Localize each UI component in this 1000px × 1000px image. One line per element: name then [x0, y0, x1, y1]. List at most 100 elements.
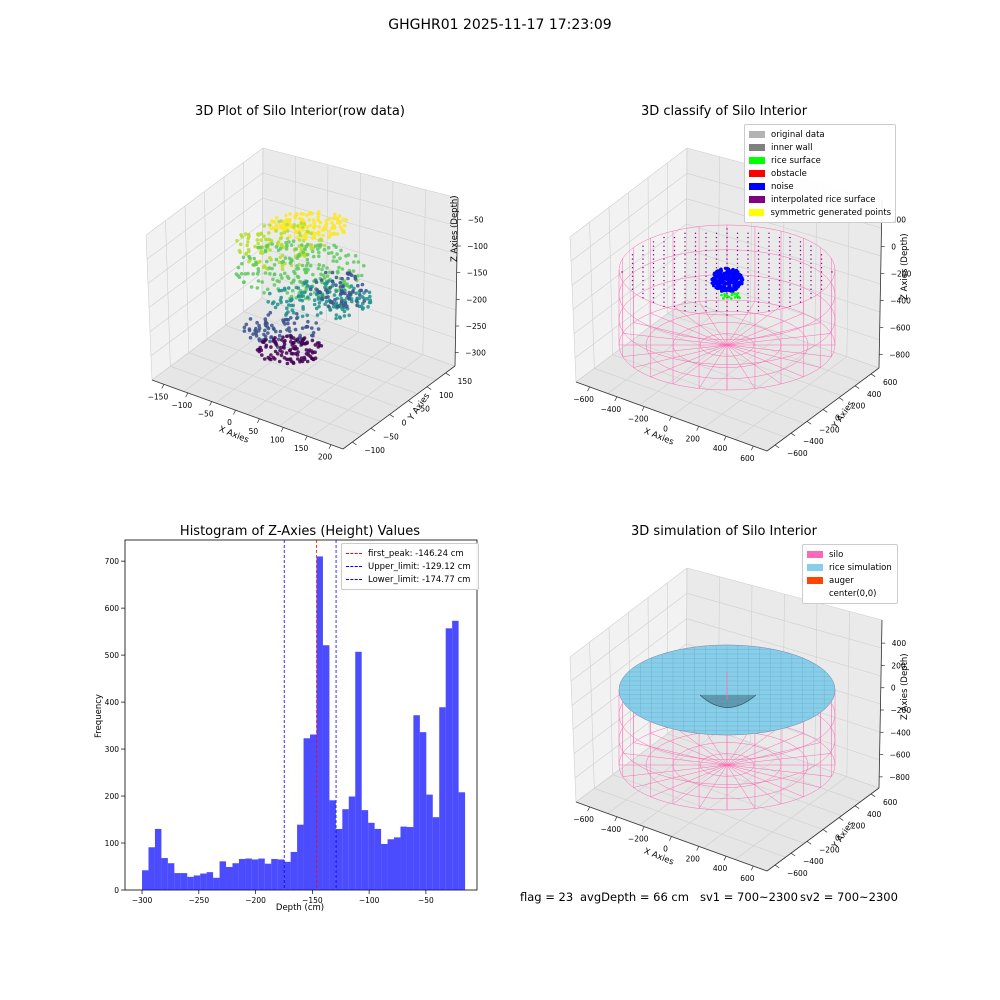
raw-scatter-point [251, 272, 255, 276]
raw-scatter-point [270, 242, 275, 246]
classify-surface-point [768, 249, 770, 252]
raw-scatter-point [269, 353, 273, 357]
legend-item-upper-limit: Upper_limit: -129.12 cm [346, 560, 474, 573]
classify-surface-point [705, 279, 707, 282]
raw-scatter-point [313, 244, 318, 248]
raw-scatter-point [316, 211, 321, 216]
raw-scatter-point [262, 291, 266, 295]
raw-scatter-point [242, 325, 247, 330]
raw-scatter-point [352, 260, 356, 264]
histogram-bar [284, 861, 291, 890]
classify-surface-point [768, 245, 770, 247]
histogram-bar [161, 858, 168, 890]
classify-surface-point [652, 254, 655, 256]
raw-scatter-point [357, 296, 362, 301]
legend-item-inner-wall: inner wall [749, 141, 891, 154]
raw-scatter-point [302, 222, 307, 226]
histogram-x-tick-label: −50 [418, 896, 434, 905]
histogram-x-axis-label: Depth (cm) [275, 903, 325, 913]
classify-surface-point [694, 288, 697, 290]
raw-scatter-point [359, 288, 364, 293]
raw-scatter-point [322, 243, 327, 248]
raw-scatter-point [311, 272, 315, 277]
raw-scatter-point [296, 254, 301, 258]
raw-scatter-point [293, 351, 298, 356]
raw-scatter-point [266, 300, 271, 304]
raw-scatter-point [308, 210, 312, 215]
raw-y-tick-label: −50 [383, 432, 399, 441]
raw-scatter-point [248, 335, 253, 340]
sim-y-tick-mark [854, 805, 860, 809]
classify-rice-point [733, 292, 736, 295]
raw-scatter-point [269, 226, 273, 230]
histogram-y-tick-label: 500 [105, 651, 120, 660]
histogram-bar [219, 861, 227, 890]
classify-surface-point [652, 284, 655, 286]
raw-scatter-point [317, 232, 321, 237]
raw-gridline [146, 172, 264, 260]
legend-label: interpolated rice surface [771, 194, 876, 205]
classify-surface-point [747, 288, 749, 290]
classify-noise-point [727, 273, 731, 277]
raw-scatter-point [346, 276, 350, 281]
classify-surface-point [736, 305, 739, 308]
sim-z-tick-label: −600 [890, 751, 911, 760]
raw-scatter-point [273, 305, 278, 310]
histogram-bar [213, 877, 220, 890]
classify-surface-point [663, 241, 665, 243]
raw-scatter-point [255, 286, 260, 290]
raw-x-tick-mark [161, 384, 165, 389]
raw-scatter-point [353, 254, 358, 258]
histogram-bar [394, 837, 401, 890]
classify-surface-point [694, 297, 697, 299]
legend-item-interpolated-rice-surface: interpolated rice surface [749, 193, 891, 206]
raw-scatter-point [242, 329, 247, 333]
raw-scatter-point [294, 212, 299, 216]
classify-noise-point [722, 288, 727, 292]
raw-scatter-point [288, 299, 293, 303]
classify-surface-point [789, 241, 791, 243]
histogram-bar [232, 863, 239, 890]
raw-scatter-point [362, 296, 367, 301]
classify-surface-point [642, 267, 644, 269]
histogram-bar [368, 822, 375, 890]
raw-scatter-point [286, 310, 290, 314]
classify-surface-point [673, 258, 676, 260]
raw-scatter-point [334, 316, 338, 321]
raw-x-tick-label: 50 [249, 427, 259, 436]
raw-scatter-point [263, 317, 268, 321]
histogram-bar [226, 866, 233, 890]
classify-surface-point [694, 284, 697, 286]
classify-rice-point [730, 297, 733, 300]
classify-surface-point [715, 245, 718, 247]
raw-scatter-point [280, 260, 284, 265]
raw-scatter-point [279, 231, 284, 236]
raw-y-tick-mark [426, 386, 432, 390]
raw-gridline [262, 147, 459, 199]
raw-scatter-point [341, 303, 346, 308]
legend-item-rice-surface: rice surface [749, 154, 891, 167]
classify-rice-point [725, 294, 729, 297]
classify-surface-point [768, 275, 770, 277]
classify-surface-point [715, 301, 718, 303]
raw-scatter-point [321, 264, 326, 268]
classify-surface-point [684, 284, 686, 286]
classify-surface-point [663, 258, 665, 260]
raw-scatter-point [351, 289, 355, 293]
raw-scatter-point [362, 263, 366, 268]
histogram-bar [387, 839, 395, 890]
classify-noise-point [717, 282, 722, 286]
raw-scatter-point [284, 351, 289, 355]
raw-scatter-point [314, 280, 319, 285]
raw-scatter-point [255, 320, 259, 325]
histogram-bar [445, 628, 453, 890]
sim-x-tick-mark [641, 826, 645, 831]
classify-surface-point [726, 258, 728, 260]
classify-surface-point [789, 258, 791, 260]
histogram-y-tick-label: 300 [105, 745, 120, 754]
histogram-bar [355, 651, 362, 890]
raw-z-tick-label: −100 [467, 242, 488, 251]
classify-surface-point [642, 249, 644, 252]
sim-y-tick-label: 0 [835, 834, 840, 843]
classify-x-tick-label: 0 [663, 425, 668, 434]
